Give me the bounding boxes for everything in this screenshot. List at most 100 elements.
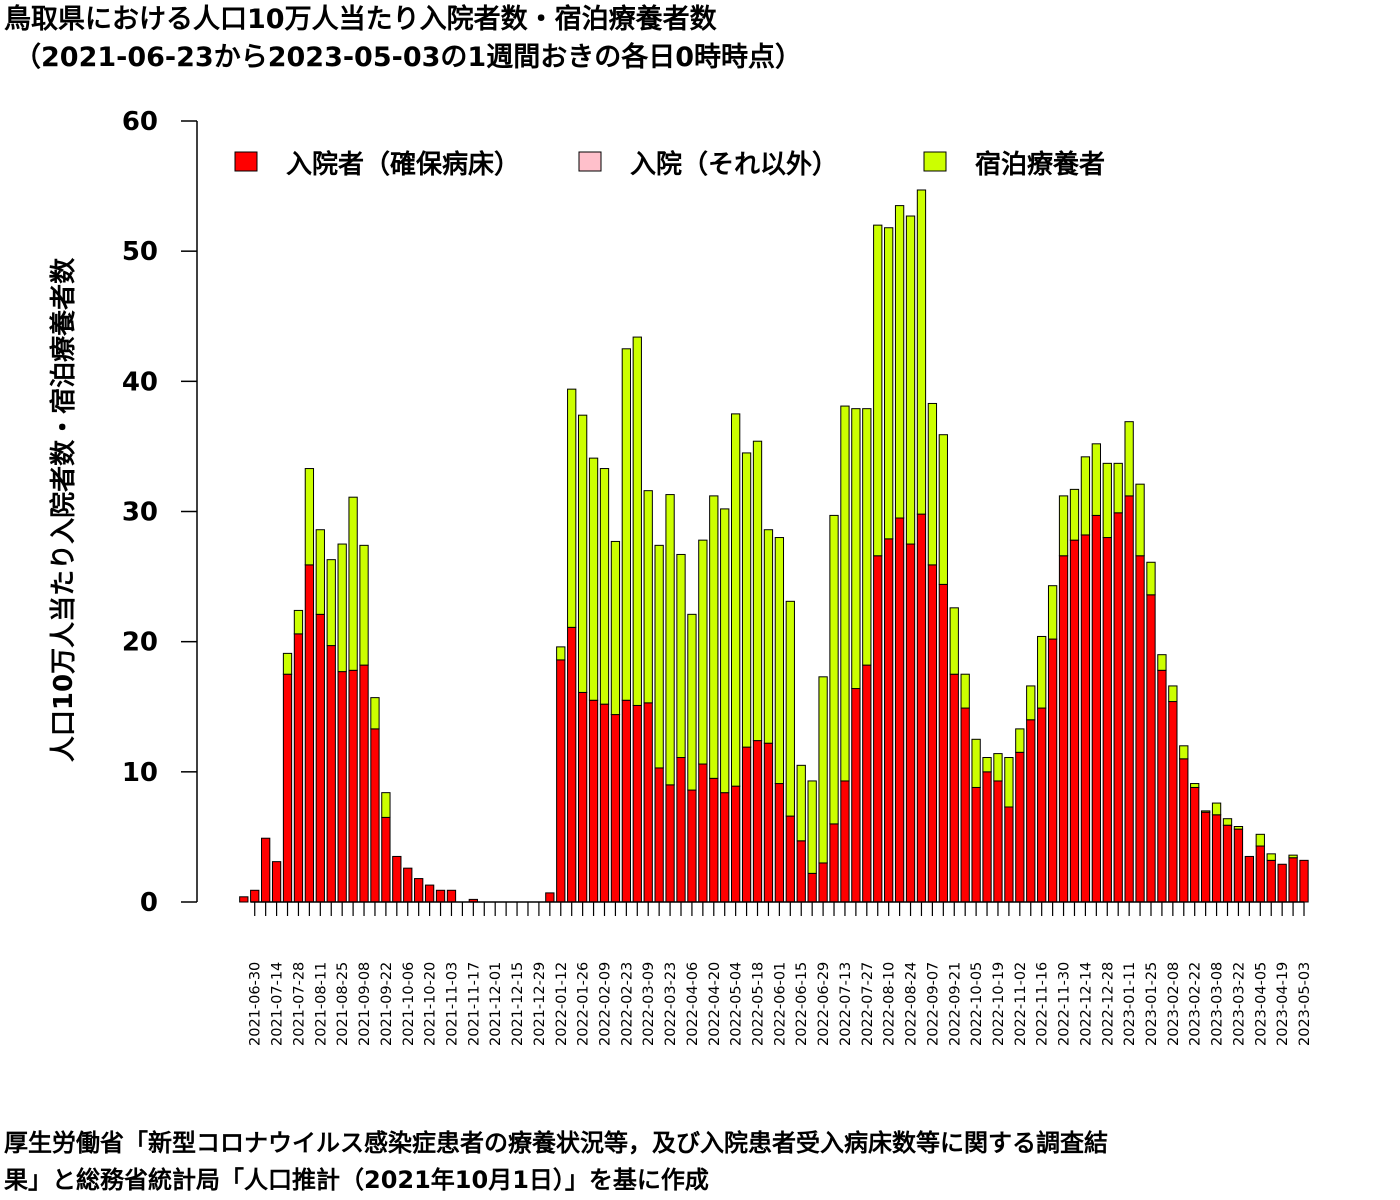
bar-hospital xyxy=(588,699,599,903)
bar-hospital xyxy=(993,780,1003,903)
bar-hospital xyxy=(1200,811,1211,903)
bar-hospital xyxy=(567,626,577,903)
x-tick-label: 2022-12-14 xyxy=(1078,962,1094,1046)
bar-hospital xyxy=(818,862,828,903)
bar-hospital xyxy=(938,583,948,903)
x-tick-label: 2022-03-09 xyxy=(641,962,657,1046)
x-tick-label: 2021-06-30 xyxy=(248,962,264,1046)
x-tick-label: 2021-09-08 xyxy=(357,962,373,1046)
legend-label: 宿泊療養者 xyxy=(975,149,1105,180)
bar-hospital xyxy=(282,673,293,903)
x-tick-label: 2021-11-03 xyxy=(444,962,460,1046)
bar-hospital xyxy=(698,763,708,903)
bar-hospital xyxy=(1233,828,1244,903)
bar-hospital xyxy=(1288,857,1298,903)
bar-hotel xyxy=(621,348,632,701)
legend-swatch xyxy=(578,151,602,172)
x-tick-label: 2023-01-25 xyxy=(1144,962,1160,1046)
x-tick-label: 2022-11-02 xyxy=(1013,962,1029,1046)
x-tick-label: 2022-06-01 xyxy=(772,962,788,1046)
x-tick-label: 2022-04-06 xyxy=(685,962,701,1046)
bar-hospital xyxy=(610,714,621,903)
y-axis-label: 人口10万人当たり入院者数・宿泊療養者数 xyxy=(48,257,79,762)
x-tick-label: 2021-10-06 xyxy=(401,962,417,1046)
x-tick-label: 2022-08-24 xyxy=(904,962,920,1046)
bar-hospital xyxy=(1222,824,1233,903)
bar-hospital xyxy=(392,855,402,903)
bar-hotel xyxy=(785,600,795,817)
bar-hotel xyxy=(676,553,686,759)
bar-hotel xyxy=(326,559,336,647)
bar-hospital xyxy=(829,823,839,903)
bar-hotel xyxy=(709,495,719,779)
bar-hotel xyxy=(1135,483,1145,557)
bar-hotel xyxy=(1168,685,1178,703)
bar-hotel xyxy=(731,413,741,787)
x-tick-label: 2023-03-08 xyxy=(1210,962,1226,1046)
bar-hotel xyxy=(916,189,927,515)
bar-hospital xyxy=(971,786,981,903)
bar-hotel xyxy=(1113,462,1123,514)
bar-hotel xyxy=(949,607,959,675)
bar-hospital xyxy=(1146,594,1156,903)
bar-hotel xyxy=(1058,495,1069,557)
bar-hospital xyxy=(1266,859,1276,903)
y-axis: 0 10 20 30 40 50 60 xyxy=(122,107,198,918)
bar-hotel xyxy=(1026,685,1036,721)
bar-hotel xyxy=(588,457,599,701)
bar-hotel xyxy=(698,539,708,765)
x-tick-label: 2023-04-19 xyxy=(1275,962,1291,1046)
bar-hotel xyxy=(873,224,883,557)
x-tick-label: 2022-07-27 xyxy=(860,962,876,1046)
bar-hotel xyxy=(1190,783,1200,788)
bar-hospital xyxy=(424,884,435,903)
y-tick-label: 50 xyxy=(122,237,158,267)
x-tick-label: 2021-07-14 xyxy=(270,962,286,1046)
bar-hospital xyxy=(435,889,446,903)
legend-swatch xyxy=(234,151,258,172)
bar-hospital xyxy=(709,777,719,903)
bar-hospital xyxy=(763,742,774,903)
bar-hotel xyxy=(370,697,380,730)
bar-hotel xyxy=(1255,833,1265,847)
x-tick-label: 2021-11-17 xyxy=(466,962,482,1046)
bar-hotel xyxy=(1124,421,1134,497)
x-tick-label: 2022-11-16 xyxy=(1035,962,1051,1046)
bar-hospital xyxy=(621,699,632,903)
bar-hospital xyxy=(851,688,861,903)
bar-hotel xyxy=(556,646,566,661)
bar-hotel xyxy=(807,780,817,874)
x-tick-label: 2022-09-21 xyxy=(947,962,963,1046)
bar-hospital xyxy=(1211,814,1222,903)
bar-hotel xyxy=(1037,635,1047,709)
bar-hospital xyxy=(599,703,610,903)
bar-hospital xyxy=(1135,555,1145,903)
bar-hospital xyxy=(632,704,642,903)
x-tick-label: 2022-01-26 xyxy=(576,962,592,1046)
x-tick-label: 2022-09-07 xyxy=(925,962,941,1046)
x-tick-label: 2021-12-29 xyxy=(532,962,548,1046)
x-tick-label: 2022-07-13 xyxy=(838,962,854,1046)
bar-hospital xyxy=(370,728,380,903)
bar-hospital xyxy=(1091,514,1101,903)
x-tick-label: 2023-02-08 xyxy=(1166,962,1182,1046)
bar-hospital xyxy=(916,513,927,903)
bar-hotel xyxy=(993,753,1003,782)
bar-hotel xyxy=(1102,462,1112,539)
bar-hotel xyxy=(337,543,347,673)
bar-hospital xyxy=(446,889,457,903)
x-tick-label: 2021-08-11 xyxy=(313,962,329,1046)
bar-hotel xyxy=(654,544,664,769)
bar-hospital xyxy=(752,740,763,903)
bars xyxy=(239,189,1309,903)
bar-hospital xyxy=(774,783,785,903)
bar-hospital xyxy=(676,757,686,903)
bar-hotel xyxy=(829,514,839,825)
bar-hotel xyxy=(1004,757,1014,808)
bar-hospital xyxy=(687,789,697,903)
x-tick-label: 2022-08-10 xyxy=(882,962,898,1046)
y-tick-label: 10 xyxy=(122,758,158,788)
x-tick-label: 2023-03-22 xyxy=(1231,962,1247,1046)
bar-hotel xyxy=(840,405,850,782)
bar-hospital xyxy=(1299,859,1309,903)
